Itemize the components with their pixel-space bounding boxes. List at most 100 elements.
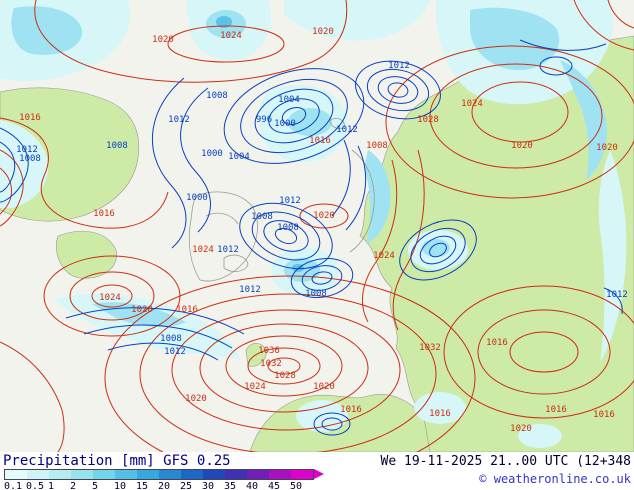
coastline-svalbard xyxy=(329,118,345,129)
legend-tick: 0.5 xyxy=(26,481,45,490)
isobar-low xyxy=(321,417,343,431)
isobar-label: 1008 xyxy=(106,141,128,151)
isobar-high xyxy=(139,293,437,452)
legend-tick: 2 xyxy=(70,481,77,490)
legend-tick: 25 xyxy=(180,481,193,490)
isobar-label: 1020 xyxy=(185,394,207,404)
coastline-greenland xyxy=(188,191,258,282)
isobar-high xyxy=(429,63,603,169)
precip-area xyxy=(470,7,560,71)
isobar-high xyxy=(0,149,24,227)
legend-tick: 20 xyxy=(158,481,171,490)
isobar-high xyxy=(443,285,634,419)
legend-swatch xyxy=(27,470,49,479)
isobar-label: 1016 xyxy=(593,410,615,420)
low-center-south xyxy=(290,258,354,298)
legend-swatch xyxy=(159,470,181,479)
isobar-label: 1016 xyxy=(429,409,451,419)
isobar-low xyxy=(345,145,367,231)
precip-area xyxy=(560,60,607,180)
isobar-low xyxy=(603,287,623,315)
isobar-label: 1008 xyxy=(206,91,228,101)
isobar-high xyxy=(0,341,65,452)
coastline-iceland xyxy=(223,254,249,272)
isobar-label: 1020 xyxy=(596,143,618,153)
isobar-high xyxy=(477,309,611,395)
isobar-high xyxy=(267,357,301,375)
isobar-label: 1024 xyxy=(461,99,483,109)
isobar-label: 1012 xyxy=(279,196,301,206)
legend-swatch xyxy=(115,470,137,479)
legend-scale-values: 0.1 0.5 1 2 5 10 15 20 25 30 35 40 45 50 xyxy=(4,481,344,490)
copyright-link[interactable]: © weatheronline.co.uk xyxy=(479,472,631,486)
isobar-label: 1012 xyxy=(388,61,410,71)
isobar-low xyxy=(151,77,187,249)
legend-swatch xyxy=(247,470,269,479)
legend-swatch xyxy=(49,470,71,479)
isobar-label: 1016 xyxy=(486,338,508,348)
coastline-layer xyxy=(188,118,375,282)
isobar-label: 996 xyxy=(256,115,272,125)
isobar-label: 1016 xyxy=(19,113,41,123)
isobar-label: 1012 xyxy=(16,145,38,155)
isobar-label: 1000 xyxy=(186,193,208,203)
legend-tick: 35 xyxy=(224,481,237,490)
isobar-label: 1020 xyxy=(313,211,335,221)
isobar-high xyxy=(167,25,285,63)
legend-swatch xyxy=(225,470,247,479)
isobar-label: 1008 xyxy=(251,212,273,222)
isobar-high xyxy=(69,271,155,321)
isobar-label: 1016 xyxy=(340,405,362,415)
precipitation-legend: 0.1 0.5 1 2 5 10 15 20 25 30 35 40 45 50 xyxy=(4,469,344,490)
parameter-label: Precipitation xyxy=(3,453,113,469)
isobar-label: 1004 xyxy=(228,152,250,162)
legend-swatch xyxy=(71,470,93,479)
isobar-label: 1036 xyxy=(258,346,280,356)
isobar-label: 1020 xyxy=(312,27,334,37)
isobar-low xyxy=(313,412,351,436)
isobar-high xyxy=(91,284,133,308)
isobar-high xyxy=(34,0,348,83)
isobar-label: 1000 xyxy=(201,149,223,159)
isobar-low xyxy=(0,141,16,193)
low-center-east xyxy=(355,60,441,120)
precip-area xyxy=(11,6,83,55)
legend-swatch xyxy=(291,470,313,479)
isobars-high-layer xyxy=(0,0,634,452)
isobar-label: 1024 xyxy=(244,382,266,392)
isobar-label: 1016 xyxy=(545,405,567,415)
legend-tick: 5 xyxy=(92,481,99,490)
legend-tick: 50 xyxy=(290,481,303,490)
legend-swatch xyxy=(137,470,159,479)
isobar-label: 1028 xyxy=(417,115,439,125)
legend-swatch xyxy=(93,470,115,479)
isobar-high xyxy=(247,347,321,385)
isobar-label: 1000 xyxy=(274,119,296,129)
precip-area xyxy=(422,239,450,257)
landmass-canada-south xyxy=(56,230,117,279)
valid-time-label: We 19-11-2025 21..00 UTC (12+348 xyxy=(380,454,631,469)
map-footer: Precipitation [mm] GFS 0.25 We 19-11-202… xyxy=(0,452,634,490)
legend-arrow xyxy=(314,469,324,479)
low-center-mid xyxy=(239,202,333,270)
precip-area xyxy=(518,424,562,448)
isobar-high xyxy=(199,323,369,413)
isobar-low xyxy=(0,127,29,203)
legend-swatch xyxy=(5,470,27,479)
isobar-label: 1008 xyxy=(277,223,299,233)
isobar-high xyxy=(299,203,349,229)
legend-swatch xyxy=(181,470,203,479)
isobar-label: 1004 xyxy=(278,95,300,105)
low-center-ural xyxy=(399,219,477,281)
isobar-high xyxy=(385,45,634,199)
precip-area xyxy=(216,16,232,28)
isobar-label: 1012 xyxy=(239,285,261,295)
isobar-label: 1012 xyxy=(336,125,358,135)
isobar-high xyxy=(43,255,181,337)
isobar-label: 1016 xyxy=(309,136,331,146)
legend-swatch xyxy=(269,470,291,479)
isobar-low xyxy=(539,56,573,76)
isobar-low xyxy=(519,39,607,51)
